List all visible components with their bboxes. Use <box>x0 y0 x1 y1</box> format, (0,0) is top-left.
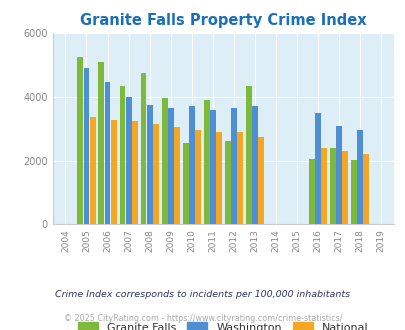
Bar <box>329 148 335 224</box>
Bar <box>245 85 251 224</box>
Bar <box>230 108 236 224</box>
Bar <box>356 130 362 224</box>
Bar <box>320 148 326 224</box>
Bar <box>146 105 152 224</box>
Bar <box>350 160 356 224</box>
Bar <box>140 73 146 224</box>
Bar <box>188 106 194 224</box>
Bar <box>209 110 215 224</box>
Bar <box>308 159 314 224</box>
Bar <box>203 100 209 224</box>
Legend: Granite Falls, Washington, National: Granite Falls, Washington, National <box>73 318 372 330</box>
Bar <box>125 97 131 224</box>
Bar <box>362 154 368 224</box>
Bar <box>83 68 89 224</box>
Bar <box>335 125 341 224</box>
Bar <box>77 57 83 224</box>
Bar <box>119 85 125 224</box>
Bar <box>237 132 242 224</box>
Bar <box>215 132 221 224</box>
Bar <box>167 108 173 224</box>
Text: Crime Index corresponds to incidents per 100,000 inhabitants: Crime Index corresponds to incidents per… <box>55 290 350 299</box>
Bar <box>111 120 116 224</box>
Bar <box>173 127 179 224</box>
Bar <box>161 98 167 224</box>
Bar <box>258 137 263 224</box>
Bar <box>152 124 158 224</box>
Bar <box>90 116 95 224</box>
Bar <box>131 121 137 224</box>
Bar <box>104 82 110 224</box>
Bar <box>98 62 104 224</box>
Bar <box>182 143 188 224</box>
Text: © 2025 CityRating.com - https://www.cityrating.com/crime-statistics/: © 2025 CityRating.com - https://www.city… <box>64 314 341 323</box>
Bar <box>252 106 257 224</box>
Bar <box>194 130 200 224</box>
Bar <box>224 142 230 224</box>
Bar <box>314 113 320 224</box>
Title: Granite Falls Property Crime Index: Granite Falls Property Crime Index <box>80 13 366 28</box>
Bar <box>341 151 347 224</box>
